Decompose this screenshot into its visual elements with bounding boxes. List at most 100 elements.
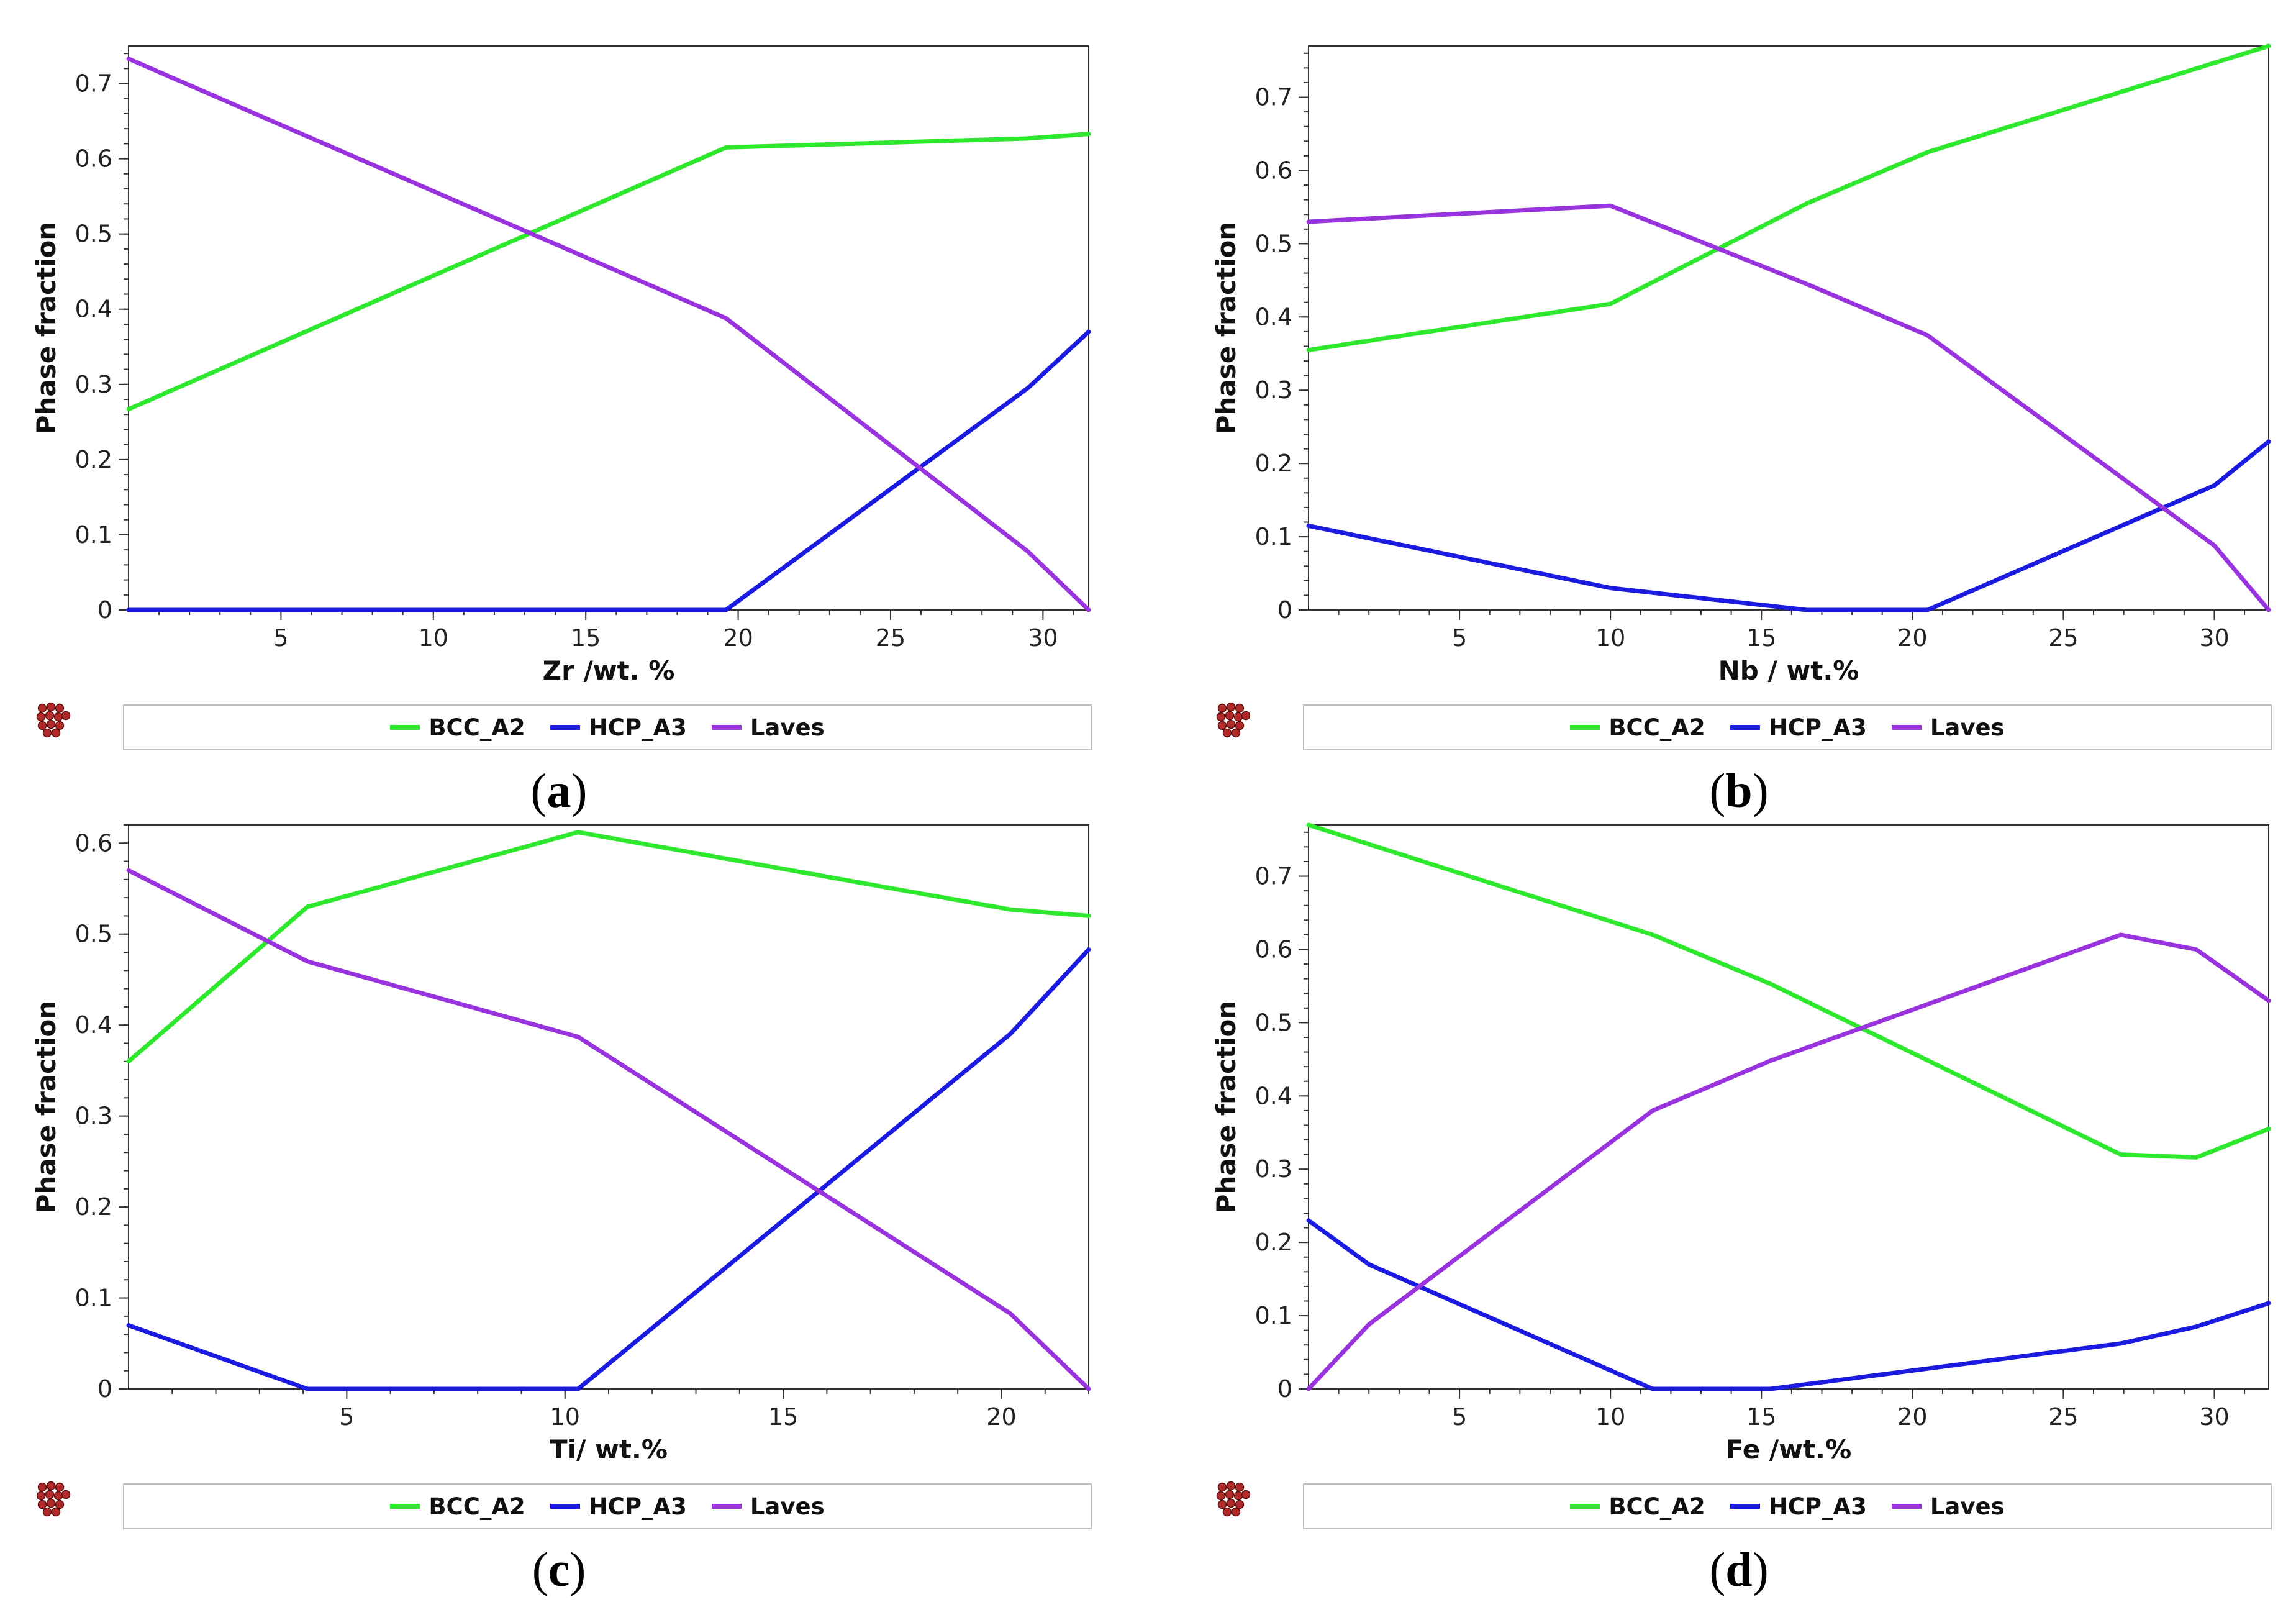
legend-item-bcc-a2: BCC_A2 — [390, 1493, 525, 1520]
plot-area — [128, 824, 1089, 1390]
y-tick-label: 0.4 — [1255, 303, 1292, 330]
x-tick-label: 15 — [571, 624, 601, 652]
y-tick-label: 0.2 — [1255, 450, 1292, 477]
software-logo-icon — [36, 1481, 71, 1517]
y-tick-label: 0 — [98, 1375, 112, 1403]
legend-label: Laves — [1930, 714, 2005, 741]
y-tick-label: 0.6 — [1255, 935, 1292, 963]
series-line-bcc-a2 — [1306, 822, 2271, 1160]
panel-label-b: (b) — [1709, 763, 1769, 817]
chart-svg-b: 0 0.1 0.2 0.3 0.4 0.5 0.6 0.7 5 10 15 20 25 30 Nb / wt… — [1211, 43, 2271, 686]
legend-swatch — [390, 1504, 420, 1509]
legend-label: HCP_A3 — [1768, 1493, 1867, 1520]
legend: BCC_A2 HCP_A3 Laves — [123, 704, 1092, 750]
x-tick-label: 5 — [273, 624, 288, 652]
legend-label: Laves — [750, 714, 825, 741]
legend-swatch — [390, 725, 420, 730]
y-tick-label: 0.6 — [75, 145, 112, 173]
chart-svg-c: 0 0.1 0.2 0.3 0.4 0.5 0.6 5 10 15 20 Ti/ wt.% Phase … — [31, 824, 1091, 1465]
chart-panel-a: 0 0.1 0.2 0.3 0.4 0.5 0.6 0.7 5 10 15 20 25 30 Zr /wt.… — [0, 0, 1148, 810]
legend-swatch — [1730, 1504, 1760, 1509]
series-line-hcp-a3 — [126, 329, 1091, 612]
legend-item-hcp-a3: HCP_A3 — [1730, 1493, 1867, 1520]
legend-label: Laves — [750, 1493, 825, 1520]
y-tick-label: 0.4 — [75, 1011, 112, 1039]
legend-item-hcp-a3: HCP_A3 — [550, 714, 687, 741]
y-tick-label: 0.1 — [1255, 523, 1292, 550]
legend-label: BCC_A2 — [1609, 714, 1705, 741]
x-tick-label: 30 — [2199, 624, 2229, 652]
y-tick-label: 0.2 — [75, 1193, 112, 1221]
x-tick-label: 20 — [1897, 1403, 1927, 1431]
software-logo-icon — [1216, 702, 1251, 738]
y-tick-label: 0.3 — [1255, 1155, 1292, 1183]
y-axis-title: Phase fraction — [1211, 1001, 1241, 1214]
x-tick-label: 25 — [2048, 624, 2078, 652]
y-tick-label: 0.7 — [1255, 863, 1292, 890]
series-line-hcp-a3 — [126, 947, 1091, 1391]
legend-swatch — [711, 1504, 742, 1509]
plot-area — [1308, 45, 2269, 611]
y-tick-label: 0.4 — [1255, 1082, 1292, 1109]
x-tick-label: 20 — [723, 624, 753, 652]
legend-item-bcc-a2: BCC_A2 — [390, 714, 525, 741]
legend-item-laves: Laves — [1891, 714, 2005, 741]
chart-panel-b: 0 0.1 0.2 0.3 0.4 0.5 0.6 0.7 5 10 15 20 25 30 Nb / wt… — [1180, 0, 2296, 810]
legend-label: HCP_A3 — [588, 714, 687, 741]
y-tick-label: 0.6 — [1255, 157, 1292, 184]
legend-item-bcc-a2: BCC_A2 — [1570, 714, 1705, 741]
legend-label: Laves — [1930, 1493, 2005, 1520]
legend: BCC_A2 HCP_A3 Laves — [1303, 704, 2272, 750]
x-tick-label: 30 — [1028, 624, 1058, 652]
legend: BCC_A2 HCP_A3 Laves — [1303, 1483, 2272, 1529]
x-tick-label: 25 — [876, 624, 905, 652]
legend-swatch — [1570, 725, 1600, 730]
series-line-bcc-a2 — [1306, 43, 2271, 352]
series-line-laves — [1306, 203, 2271, 612]
y-tick-label: 0.7 — [75, 70, 112, 98]
legend-swatch — [1891, 725, 1922, 730]
legend-swatch — [550, 1504, 580, 1509]
series-line-bcc-a2 — [126, 132, 1091, 412]
chart-svg-d: 0 0.1 0.2 0.3 0.4 0.5 0.6 0.7 5 10 15 20 25 30 Fe /wt.… — [1211, 822, 2271, 1465]
legend-item-bcc-a2: BCC_A2 — [1570, 1493, 1705, 1520]
x-axis-title: Ti/ wt.% — [550, 1434, 668, 1465]
x-tick-label: 5 — [339, 1403, 354, 1431]
chart-panel-c: 0 0.1 0.2 0.3 0.4 0.5 0.6 5 10 15 20 Ti/ wt.% Phase … — [0, 779, 1148, 1589]
legend: BCC_A2 HCP_A3 Laves — [123, 1483, 1092, 1529]
legend-label: BCC_A2 — [429, 1493, 525, 1520]
x-tick-label: 10 — [1595, 624, 1625, 652]
series-line-hcp-a3 — [1306, 439, 2271, 612]
y-tick-label: 0 — [1277, 596, 1292, 624]
y-axis-title: Phase fraction — [1211, 222, 1241, 435]
x-axis-title: Nb / wt.% — [1718, 655, 1859, 686]
series-line-hcp-a3 — [1306, 1218, 2271, 1391]
panel-label-d: (d) — [1709, 1542, 1769, 1596]
software-logo-icon — [1216, 1481, 1251, 1517]
y-tick-label: 0.5 — [1255, 1009, 1292, 1036]
x-tick-label: 15 — [1746, 1403, 1776, 1431]
x-tick-label: 5 — [1452, 1403, 1467, 1431]
y-tick-label: 0.6 — [75, 829, 112, 857]
panel-label-c: (c) — [532, 1542, 586, 1596]
y-tick-label: 0.2 — [75, 446, 112, 473]
x-tick-label: 20 — [986, 1403, 1016, 1431]
legend-item-hcp-a3: HCP_A3 — [1730, 714, 1867, 741]
x-tick-label: 15 — [1746, 624, 1776, 652]
plot-area — [128, 45, 1089, 611]
legend-swatch — [1570, 1504, 1600, 1509]
x-tick-label: 15 — [768, 1403, 798, 1431]
x-tick-label: 30 — [2199, 1403, 2229, 1431]
y-axis-title: Phase fraction — [31, 1001, 61, 1214]
y-tick-label: 0 — [98, 596, 112, 624]
y-tick-label: 0.3 — [75, 1103, 112, 1130]
x-axis-title: Fe /wt.% — [1726, 1434, 1851, 1465]
series-line-laves — [126, 57, 1091, 612]
legend-item-laves: Laves — [711, 714, 825, 741]
y-tick-label: 0.7 — [1255, 84, 1292, 111]
chart-panel-d: 0 0.1 0.2 0.3 0.4 0.5 0.6 0.7 5 10 15 20 25 30 Fe /wt.… — [1180, 779, 2296, 1589]
y-tick-label: 0.1 — [1255, 1302, 1292, 1329]
x-tick-label: 20 — [1897, 624, 1927, 652]
legend-label: BCC_A2 — [1609, 1493, 1705, 1520]
series-line-bcc-a2 — [126, 830, 1091, 1064]
